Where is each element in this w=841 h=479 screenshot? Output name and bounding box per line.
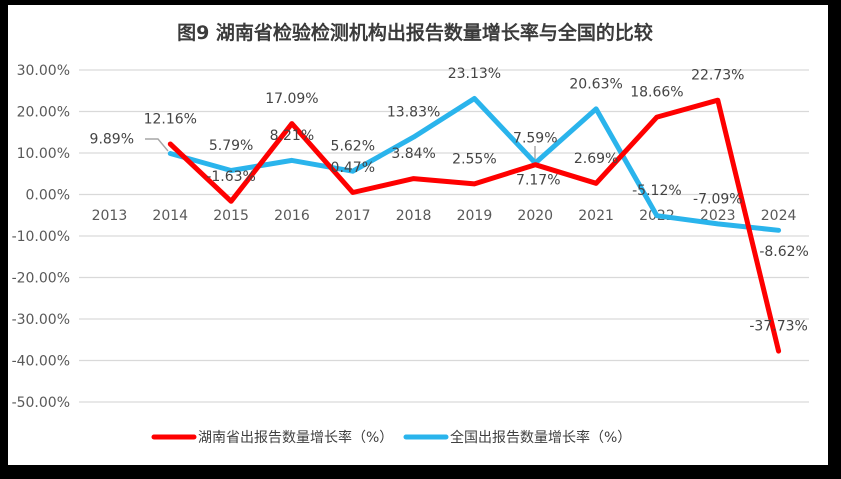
legend-label-hunan: 湖南省出报告数量增长率（%） [198, 429, 393, 446]
data-label: -37.73% [749, 319, 807, 335]
x-axis-year-label: 2013 [92, 208, 128, 224]
data-label: 2.69% [574, 151, 618, 167]
data-label: 17.09% [265, 91, 318, 107]
data-label: 20.63% [569, 76, 622, 92]
data-label: 5.62% [331, 139, 375, 155]
chart-legend: 湖南省出报告数量增长率（%） 全国出报告数量增长率（%） [151, 429, 631, 446]
y-axis-tick-label: 30.00% [17, 63, 70, 79]
line-chart: 图9 湖南省检验检测机构出报告数量增长率与全国的比较 30.00% 20.00% 1… [12, 21, 809, 446]
x-axis-year-label: 2024 [761, 208, 797, 224]
x-axis-year-label: 2016 [274, 208, 310, 224]
chart-title: 图9 湖南省检验检测机构出报告数量增长率与全国的比较 [177, 21, 653, 44]
data-label: 18.66% [630, 85, 683, 101]
legend-label-national: 全国出报告数量增长率（%） [450, 429, 631, 446]
data-label: 12.16% [144, 112, 197, 128]
y-axis-tick-label: 10.00% [17, 146, 70, 162]
x-axis-year-label: 2023 [700, 208, 736, 224]
y-axis-tick-label: -30.00% [12, 312, 70, 328]
x-axis-year-label: 2019 [457, 208, 493, 224]
label-leader-line [145, 138, 169, 152]
y-axis-tick-label: -10.00% [12, 229, 70, 245]
data-label: 23.13% [448, 66, 501, 82]
x-axis-year-label: 2021 [578, 208, 614, 224]
data-label: 9.89% [90, 132, 134, 148]
series-line-hunan [167, 97, 782, 354]
data-label: 5.79% [209, 138, 253, 154]
y-axis-tick-label: 0.00% [26, 188, 70, 204]
x-axis-year-label: 2020 [517, 208, 553, 224]
x-axis-year-label: 2018 [396, 208, 432, 224]
data-label: 8.21% [270, 128, 314, 144]
plot-layers: 30.00% 20.00% 10.00% 0.00% -10.00% -20.00% -30… [12, 63, 809, 411]
data-label: 3.84% [391, 146, 435, 162]
chart-area: 图9 湖南省检验检测机构出报告数量增长率与全国的比较 30.00% 20.00% 1… [8, 5, 828, 465]
data-label: -8.62% [759, 244, 809, 260]
data-label: 22.73% [691, 68, 744, 84]
data-label: -7.09% [693, 191, 743, 207]
y-axis-tick-label: -20.00% [12, 271, 70, 287]
data-label: 7.17% [516, 173, 560, 189]
x-axis-year-label: 2014 [152, 208, 188, 224]
y-axis-tick-label: 20.00% [17, 105, 70, 121]
data-label: -1.63% [206, 169, 256, 185]
y-axis-tick-label: -50.00% [12, 395, 70, 411]
data-label: 13.83% [387, 105, 440, 121]
data-label: -5.12% [632, 183, 682, 199]
x-axis-year-label: 2017 [335, 208, 371, 224]
data-label: 0.47% [331, 160, 375, 176]
data-label: 7.59% [513, 131, 557, 147]
series-line-national [167, 96, 782, 233]
x-axis-year-label: 2015 [213, 208, 249, 224]
y-axis-tick-label: -40.00% [12, 354, 70, 370]
data-label: 2.55% [452, 151, 496, 167]
